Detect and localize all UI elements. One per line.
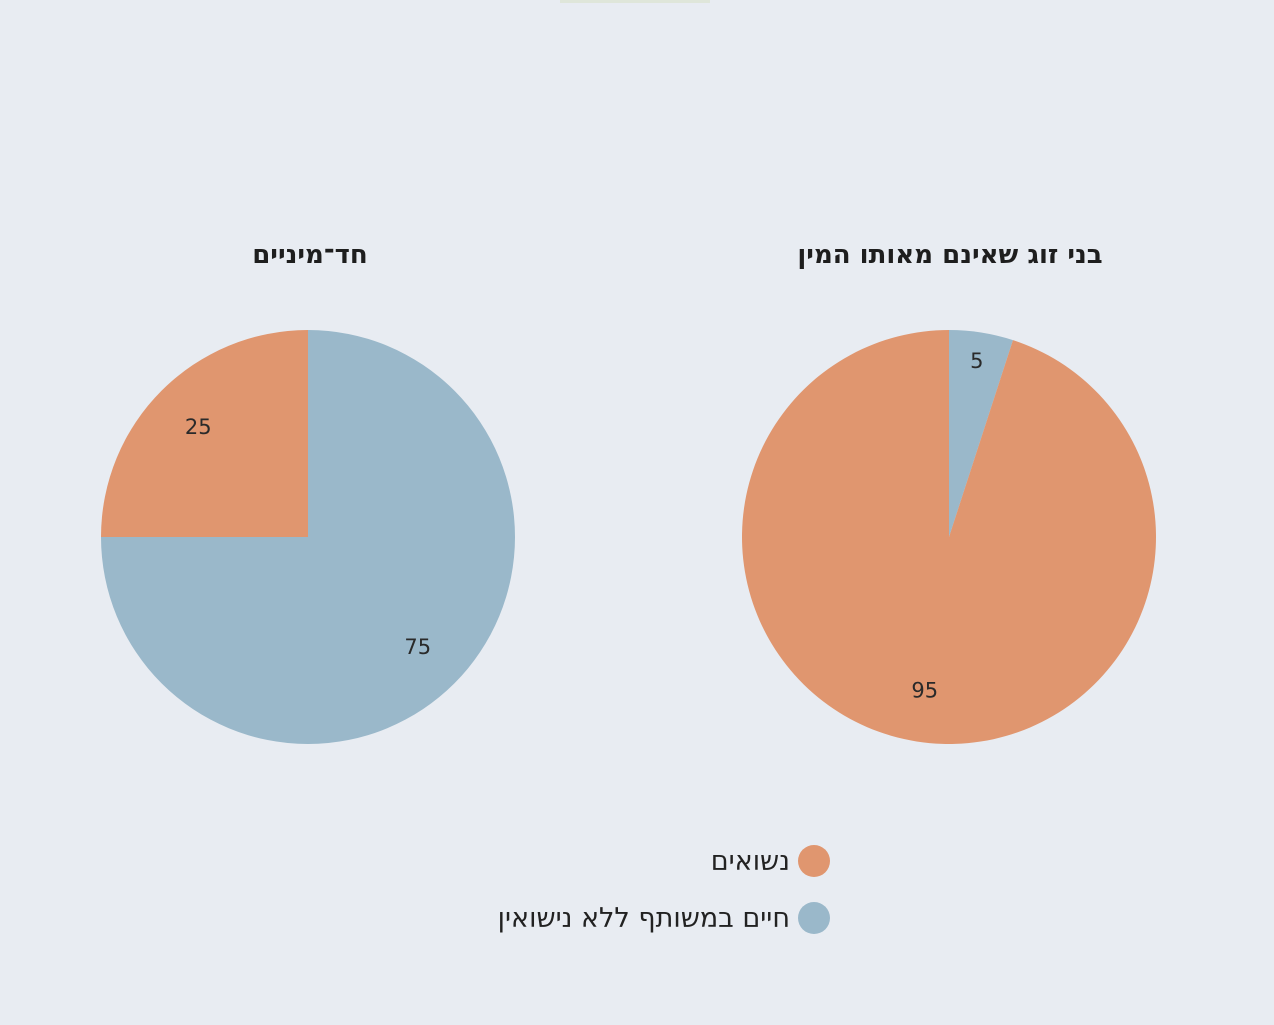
slice-value-label: 75 (404, 635, 431, 659)
slice-value-label: 95 (911, 678, 938, 702)
legend-item-cohabiting: חיים במשותף ללא נישואין (498, 902, 830, 934)
pie-slice (101, 330, 308, 537)
legend-swatch-cohabiting (798, 902, 830, 934)
legend-label-cohabiting: חיים במשותף ללא נישואין (497, 902, 790, 934)
chart-title-same-sex: חד־מיניים (252, 240, 368, 270)
slice-value-label: 5 (970, 349, 983, 373)
top-accent-bar (560, 0, 710, 3)
slice-value-label: 25 (185, 415, 212, 439)
legend-item-married: נשואים (711, 845, 830, 877)
pie-chart-opposite-sex: 5 95 (742, 330, 1156, 744)
legend-label-married: נשואים (710, 845, 790, 877)
pie-slice (742, 330, 1156, 744)
chart-title-opposite-sex: בני זוג שאינם מאותו המין (797, 240, 1103, 270)
pie-chart-same-sex: 25 75 (101, 330, 515, 744)
pie-slice (101, 330, 515, 744)
pie-slice (949, 330, 1013, 537)
legend-swatch-married (798, 845, 830, 877)
